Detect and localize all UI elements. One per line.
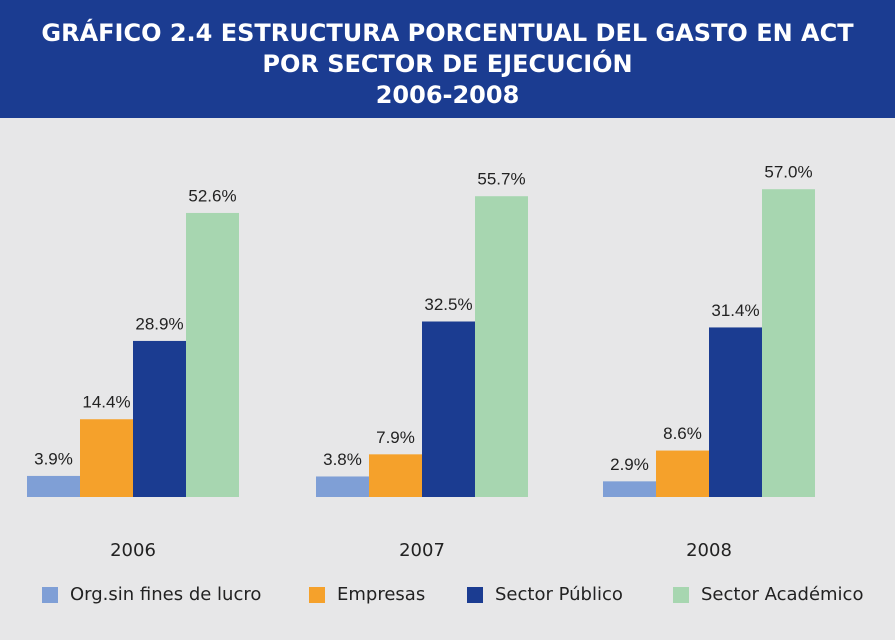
bar — [475, 196, 528, 497]
title-line: POR SECTOR DE EJECUCIÓN — [262, 50, 633, 78]
bar — [27, 475, 80, 497]
value-label: 3.8% — [323, 450, 362, 469]
legend-swatch — [42, 587, 58, 603]
legend-label: Empresas — [337, 584, 425, 605]
legend-label: Sector Académico — [701, 584, 863, 605]
bar — [369, 454, 422, 497]
bar — [316, 476, 369, 497]
bar — [422, 321, 475, 497]
header: GRÁFICO 2.4 ESTRUCTURA PORCENTUAL DEL GA… — [0, 0, 895, 118]
legend-label: Org.sin fines de lucro — [70, 584, 261, 605]
legend-swatch — [467, 587, 483, 603]
value-label: 28.9% — [135, 314, 183, 333]
bar — [762, 189, 815, 497]
value-label: 52.6% — [188, 186, 236, 205]
title-line: 2006-2008 — [375, 81, 520, 109]
bar — [133, 340, 186, 497]
x-tick-label: 2006 — [110, 540, 156, 561]
legend-swatch — [673, 587, 689, 603]
bar — [656, 450, 709, 497]
value-label: 7.9% — [376, 428, 415, 447]
value-label: 31.4% — [711, 301, 759, 320]
value-label: 57.0% — [764, 163, 812, 182]
legend-label: Sector Público — [495, 584, 623, 605]
value-label: 2.9% — [610, 455, 649, 474]
bar — [186, 212, 239, 497]
bar — [603, 481, 656, 497]
value-label: 32.5% — [424, 295, 472, 314]
x-tick-label: 2008 — [686, 540, 732, 561]
value-label: 55.7% — [477, 170, 525, 189]
value-label: 14.4% — [82, 393, 130, 412]
legend-swatch — [309, 587, 325, 603]
value-label: 8.6% — [663, 424, 702, 443]
bar — [709, 327, 762, 497]
x-tick-label: 2007 — [399, 540, 445, 561]
bar — [80, 419, 133, 497]
title-line: GRÁFICO 2.4 ESTRUCTURA PORCENTUAL DEL GA… — [41, 19, 854, 47]
value-label: 3.9% — [34, 449, 73, 468]
